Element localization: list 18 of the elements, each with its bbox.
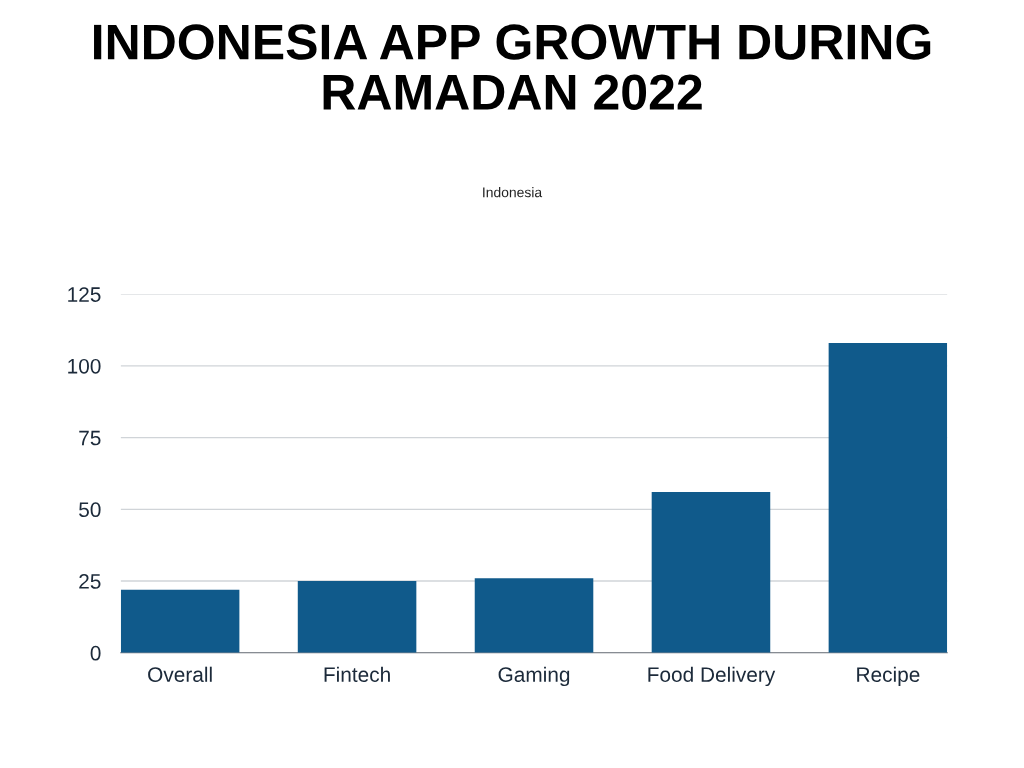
bar	[120, 589, 240, 653]
y-tick-label: 25	[79, 574, 101, 589]
bar	[474, 578, 594, 653]
y-tick-label: 125	[68, 287, 101, 302]
x-tick-label: Gaming	[498, 666, 570, 687]
bar	[828, 342, 948, 653]
y-tick-label: 0	[90, 645, 101, 661]
y-tick-label: 50	[79, 502, 101, 518]
x-tick-label: Recipe	[857, 666, 920, 687]
x-tick-label: Overall	[148, 666, 212, 682]
chart-subtitle: Indonesia	[483, 187, 543, 198]
y-tick-label: 100	[68, 358, 101, 374]
bar	[297, 581, 417, 653]
chart-title: INDONESIA APP GROWTH DURING RAMADAN 2022	[94, 24, 931, 110]
x-tick-label: Fintech	[324, 666, 390, 682]
bar	[651, 492, 771, 653]
y-tick-label: 75	[79, 430, 101, 446]
x-tick-label: Food Delivery	[648, 666, 776, 687]
